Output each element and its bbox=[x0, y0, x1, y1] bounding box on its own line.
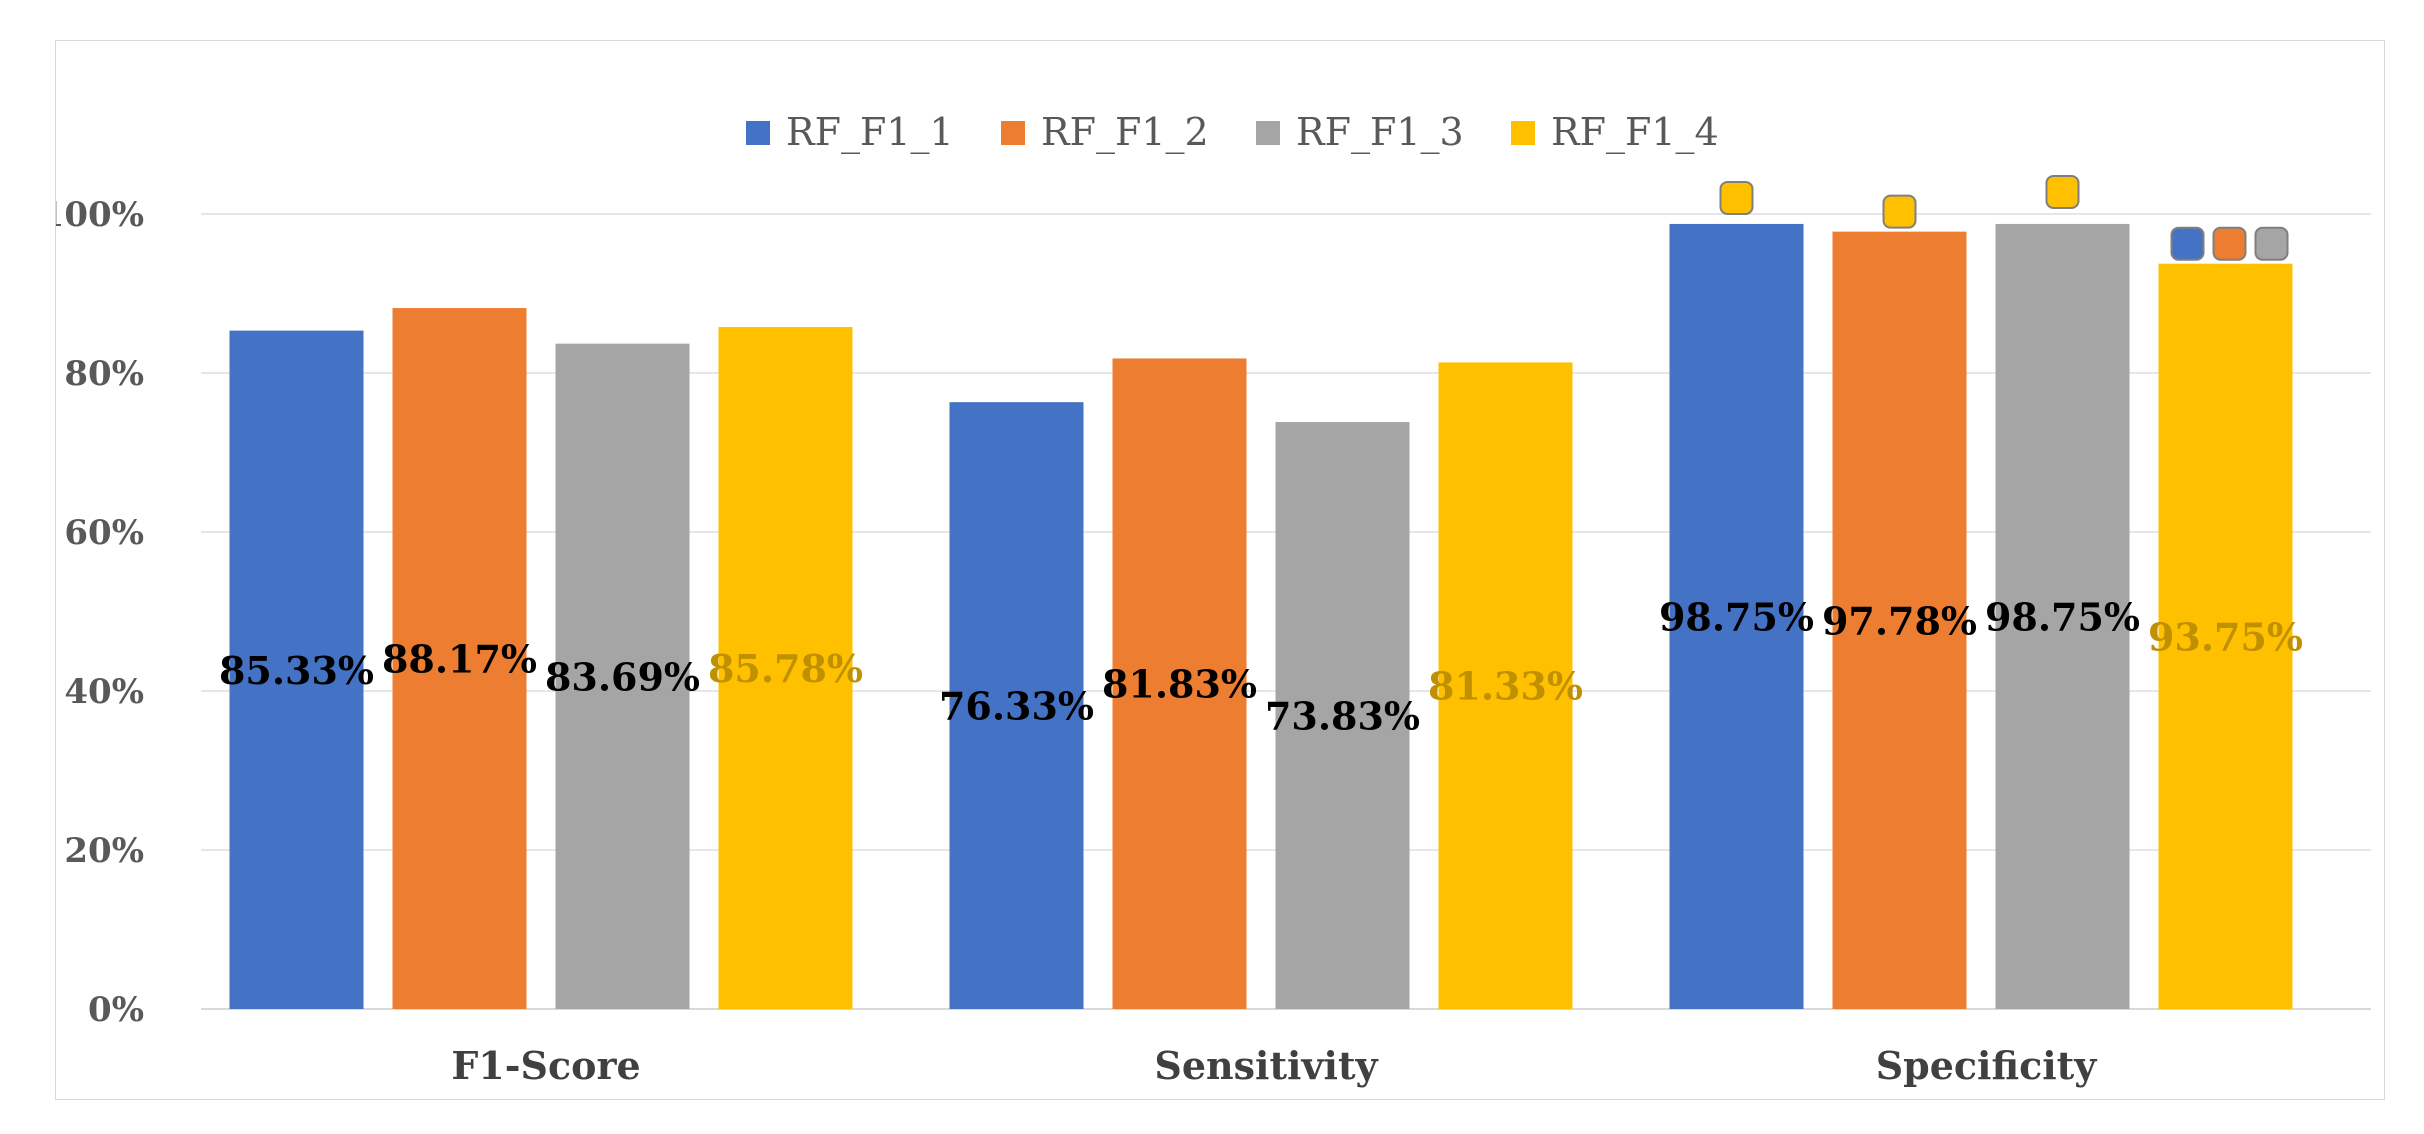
bar bbox=[1995, 223, 2130, 1009]
data-label: 97.78% bbox=[1822, 598, 1977, 643]
legend-key-marker bbox=[2045, 174, 2080, 209]
data-label: 98.75% bbox=[1659, 594, 1814, 639]
bar bbox=[1112, 358, 1247, 1009]
data-label: 83.69% bbox=[545, 654, 700, 699]
bars bbox=[229, 223, 2293, 1010]
legend-key-marker bbox=[1882, 194, 1917, 229]
legend-key-marker bbox=[1719, 180, 1754, 215]
y-tick-label: 0% bbox=[88, 990, 144, 1030]
legend-swatch bbox=[1256, 121, 1280, 145]
y-axis-ticks: 0% 20% 40% 60% 80% 100% bbox=[56, 195, 144, 1030]
y-tick-label: 60% bbox=[64, 513, 144, 553]
data-label: 85.33% bbox=[219, 648, 374, 693]
legend-swatch bbox=[1001, 121, 1025, 145]
category-label: Specificity bbox=[1876, 1043, 2098, 1088]
category-label: F1-Score bbox=[451, 1043, 640, 1088]
data-label: 88.17% bbox=[382, 637, 537, 682]
data-label: 85.78% bbox=[708, 646, 863, 691]
y-tick-label: 20% bbox=[64, 831, 144, 871]
bar bbox=[1275, 422, 1410, 1009]
legend[interactable]: RF_F1_1 RF_F1_2 RF_F1_3 RF_F1_4 bbox=[746, 110, 1719, 155]
bar bbox=[392, 308, 527, 1010]
y-tick-label: 80% bbox=[64, 354, 144, 394]
data-label: 73.83% bbox=[1265, 694, 1420, 739]
legend-swatch bbox=[1511, 121, 1535, 145]
legend-label: RF_F1_4 bbox=[1551, 110, 1719, 155]
data-label: 76.33% bbox=[939, 684, 1094, 729]
legend-label: RF_F1_3 bbox=[1296, 110, 1464, 155]
bar bbox=[1438, 362, 1573, 1009]
category-label: Sensitivity bbox=[1154, 1043, 1378, 1088]
legend-swatch bbox=[746, 121, 770, 145]
data-label: 93.75% bbox=[2148, 614, 2303, 659]
data-label: 81.83% bbox=[1102, 662, 1257, 707]
bar bbox=[718, 327, 853, 1009]
bar bbox=[2158, 263, 2293, 1009]
bar bbox=[229, 330, 364, 1010]
chart-frame: 0% 20% 40% 60% 80% 100% 85.33%88.17%83.69%85.… bbox=[55, 40, 2385, 1100]
bar bbox=[1669, 223, 1804, 1009]
legend-label: RF_F1_2 bbox=[1041, 110, 1209, 155]
bar-chart: 0% 20% 40% 60% 80% 100% 85.33%88.17%83.69%85.… bbox=[56, 110, 2371, 1088]
legend-key-marker bbox=[2170, 226, 2205, 261]
x-axis-categories: F1-Score Sensitivity Specificity bbox=[451, 1043, 2097, 1088]
bar bbox=[555, 343, 690, 1009]
legend-key-marker bbox=[2212, 226, 2247, 261]
legend-key-marker bbox=[2254, 226, 2289, 261]
y-tick-label: 40% bbox=[64, 672, 144, 712]
bar bbox=[949, 402, 1084, 1009]
legend-label: RF_F1_1 bbox=[786, 110, 954, 155]
data-label: 81.33% bbox=[1428, 664, 1583, 709]
y-tick-label: 100% bbox=[56, 195, 144, 235]
data-labels: 85.33% 88.17% 83.69% 85.78% 76.33% 81.83%73.8… bbox=[219, 594, 2303, 738]
legend-key-markers bbox=[1719, 174, 2289, 261]
bar bbox=[1832, 231, 1967, 1010]
data-label: 98.75% bbox=[1985, 594, 2140, 639]
